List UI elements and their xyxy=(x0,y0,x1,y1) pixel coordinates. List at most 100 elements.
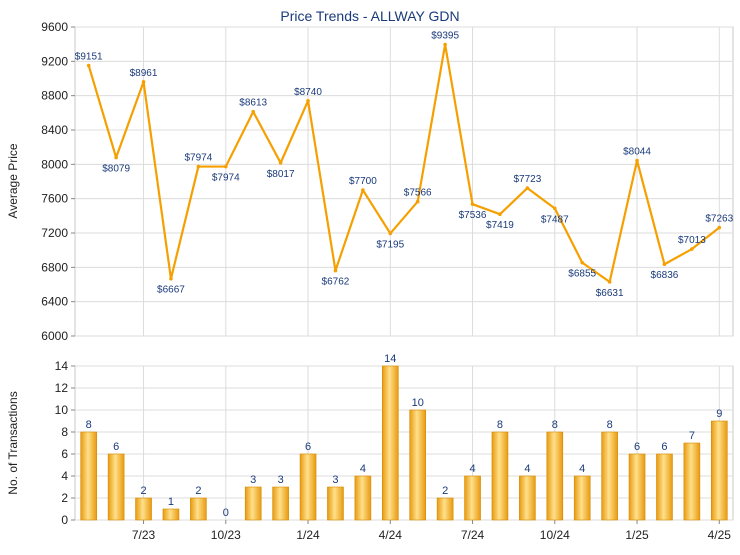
transactions-bar xyxy=(601,431,618,521)
transactions-y-tick-label: 14 xyxy=(55,359,69,373)
price-data-label: $6855 xyxy=(568,269,596,280)
transactions-data-label: 8 xyxy=(497,419,503,431)
x-tick-label: 1/24 xyxy=(296,528,320,542)
transactions-bar xyxy=(244,486,262,521)
transactions-bar xyxy=(519,475,536,521)
price-point xyxy=(223,164,228,169)
price-point xyxy=(415,199,420,204)
price-point xyxy=(388,231,393,236)
price-point xyxy=(141,80,146,84)
price-point xyxy=(333,268,338,273)
transactions-y-tick-label: 0 xyxy=(61,513,68,527)
transactions-bar xyxy=(710,420,728,521)
price-point xyxy=(690,247,694,251)
transactions-bar xyxy=(135,497,152,521)
transactions-bar xyxy=(683,442,701,521)
price-data-label: $7419 xyxy=(486,220,514,231)
price-point xyxy=(169,276,173,281)
price-point xyxy=(443,42,447,47)
transactions-bar xyxy=(573,475,591,521)
price-data-label: $8740 xyxy=(294,87,322,98)
price-y-tick-label: 7600 xyxy=(41,192,68,206)
transactions-y-tick-label: 10 xyxy=(55,403,69,417)
price-point xyxy=(470,202,475,206)
price-y-tick-label: 6800 xyxy=(41,260,68,274)
transactions-bar xyxy=(546,431,564,521)
transactions-bar xyxy=(299,453,317,521)
price-plot-area: 6000 6400 6800 7200 7600 8000 8400 8800 9200 9600… xyxy=(41,20,733,343)
price-data-label: $7536 xyxy=(459,210,487,221)
price-data-label: $7566 xyxy=(404,188,432,199)
transactions-y-tick-label: 6 xyxy=(61,447,68,461)
price-data-label: $7263 xyxy=(705,214,733,225)
transactions-bar xyxy=(327,486,344,521)
transactions-plot-frame xyxy=(74,365,734,521)
transactions-data-label: 0 xyxy=(223,507,229,519)
x-tick-label: 1/25 xyxy=(625,528,649,542)
transactions-bar xyxy=(409,409,427,521)
transactions-data-label: 6 xyxy=(634,441,640,453)
transactions-data-label: 1 xyxy=(168,496,174,508)
transactions-data-label: 8 xyxy=(86,419,92,431)
price-point xyxy=(552,206,557,211)
price-data-label: $7487 xyxy=(541,214,569,225)
price-y-tick-label: 8800 xyxy=(41,89,68,103)
price-data-label: $7700 xyxy=(349,176,377,187)
transactions-data-label: 7 xyxy=(689,430,695,442)
price-point xyxy=(607,280,612,284)
transactions-y-tick-label: 4 xyxy=(61,469,68,483)
price-data-label: $6667 xyxy=(157,285,185,296)
price-data-label: $8044 xyxy=(623,147,651,158)
transactions-data-label: 2 xyxy=(140,485,146,497)
price-data-label: $7723 xyxy=(513,174,541,185)
price-y-tick-label: 9600 xyxy=(41,20,68,34)
price-y-axis-label: Average Price xyxy=(6,143,20,218)
price-data-label: $8017 xyxy=(267,169,295,180)
price-point xyxy=(278,161,283,165)
transactions-bar xyxy=(190,497,207,521)
price-y-tick-label: 7200 xyxy=(41,226,68,240)
price-point xyxy=(717,225,722,230)
transactions-data-label: 8 xyxy=(552,419,558,431)
transactions-data-label: 14 xyxy=(384,353,396,365)
transactions-data-label: 2 xyxy=(195,485,201,497)
transactions-data-label: 6 xyxy=(113,441,119,453)
transactions-bar xyxy=(354,475,372,521)
transactions-y-tick-label: 12 xyxy=(55,381,69,395)
x-tick-label: 7/23 xyxy=(132,528,156,542)
transactions-y-axis-label: No. of Transactions xyxy=(6,391,20,494)
transactions-data-label: 4 xyxy=(524,463,530,475)
price-data-label: $7013 xyxy=(678,235,706,246)
transactions-bar xyxy=(628,453,646,521)
x-tick-label: 10/23 xyxy=(211,528,241,542)
transactions-data-label: 6 xyxy=(661,441,667,453)
x-tick-label: 4/24 xyxy=(379,528,403,542)
price-data-label: $6836 xyxy=(651,270,679,281)
x-tick-label: 10/24 xyxy=(540,528,570,542)
price-data-label: $8079 xyxy=(102,164,130,175)
price-y-tick-label: 6400 xyxy=(41,295,68,309)
price-point xyxy=(361,188,365,192)
price-plot-frame xyxy=(74,26,734,337)
price-y-tick-label: 8400 xyxy=(41,123,68,137)
transactions-data-label: 9 xyxy=(716,408,722,420)
transactions-data-label: 8 xyxy=(607,419,613,431)
chart-title: Price Trends - ALLWAY GDN xyxy=(280,8,459,24)
price-point xyxy=(86,63,91,68)
price-data-label: $9151 xyxy=(75,52,103,63)
transactions-bar xyxy=(80,431,98,521)
transactions-bar xyxy=(162,508,180,521)
transactions-data-label: 4 xyxy=(469,463,475,475)
price-y-tick-label: 8000 xyxy=(41,157,68,171)
transactions-data-label: 3 xyxy=(332,474,338,486)
price-data-label: $9395 xyxy=(431,31,459,42)
transactions-bar xyxy=(381,365,399,521)
transactions-bar xyxy=(491,431,509,521)
transactions-data-label: 3 xyxy=(250,474,256,486)
price-point xyxy=(196,164,201,169)
transactions-data-label: 2 xyxy=(442,485,448,497)
price-point xyxy=(251,109,256,114)
price-data-label: $8613 xyxy=(239,98,267,109)
